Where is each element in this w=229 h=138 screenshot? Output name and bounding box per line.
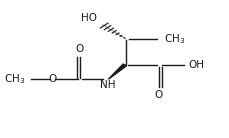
Text: O: O [154, 90, 162, 100]
Polygon shape [108, 64, 126, 79]
Text: OH: OH [188, 60, 204, 70]
Text: CH$_3$: CH$_3$ [4, 72, 25, 86]
Text: O: O [75, 44, 84, 54]
Text: CH$_3$: CH$_3$ [164, 32, 185, 46]
Text: HO: HO [81, 13, 97, 22]
Text: O: O [48, 74, 56, 84]
Text: NH: NH [99, 80, 114, 90]
